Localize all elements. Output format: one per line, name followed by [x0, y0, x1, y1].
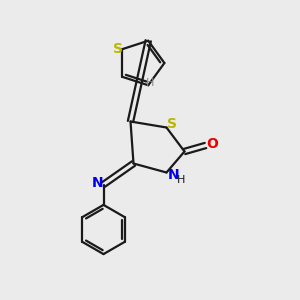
- Text: S: S: [167, 117, 177, 131]
- Text: H: H: [146, 78, 154, 88]
- Text: S: S: [113, 42, 124, 56]
- Text: O: O: [206, 137, 218, 151]
- Text: H: H: [177, 175, 186, 185]
- Text: N: N: [92, 176, 103, 190]
- Text: N: N: [168, 168, 180, 182]
